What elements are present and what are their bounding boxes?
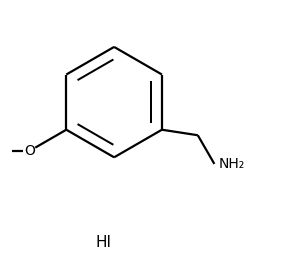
Text: NH₂: NH₂ bbox=[218, 157, 245, 171]
Text: HI: HI bbox=[95, 235, 111, 250]
Text: O: O bbox=[24, 144, 35, 158]
